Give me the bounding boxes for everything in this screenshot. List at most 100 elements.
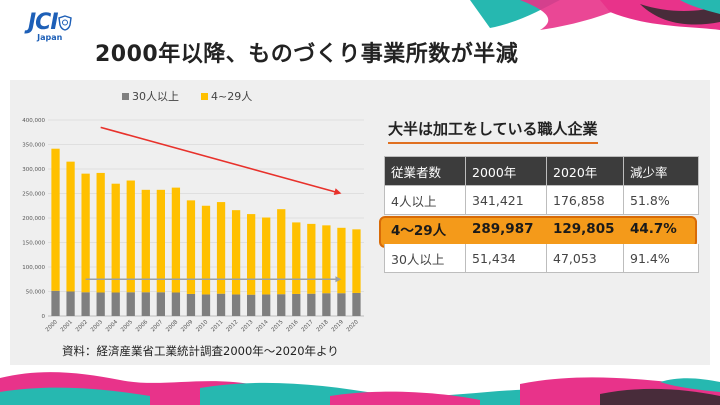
x-tick-label: 2020	[346, 319, 360, 333]
bar-30plus	[337, 293, 346, 316]
bar-4to29	[292, 222, 301, 294]
x-tick-label: 2008	[165, 319, 179, 333]
y-tick-label: 250,000	[22, 192, 45, 198]
page-title: 2000年以降、ものづくり事業所数が半減	[95, 42, 519, 67]
bar-30plus	[126, 292, 135, 316]
bar-4to29	[247, 214, 256, 295]
bar-30plus	[186, 293, 196, 316]
bar-4to29	[81, 173, 90, 293]
y-tick-label: 150,000	[22, 241, 45, 247]
x-tick-label: 2007	[150, 319, 164, 333]
table-cell: 4～29人	[391, 223, 447, 239]
x-tick-label: 2019	[331, 319, 345, 333]
x-tick-label: 2013	[240, 319, 254, 333]
legend-swatch	[122, 93, 129, 100]
x-tick-label: 2017	[301, 319, 315, 333]
bar-4to29	[156, 189, 165, 293]
table-header-row: 従業者数 2000年 2020年 減少率	[384, 156, 699, 186]
bar-4to29	[231, 210, 241, 295]
bar-4to29	[66, 161, 75, 292]
bar-4to29	[96, 172, 105, 293]
bar-30plus	[201, 294, 211, 316]
table-header-cell: 2000年	[465, 156, 547, 186]
bar-30plus	[292, 293, 301, 316]
bar-30plus	[81, 292, 90, 316]
decline-table: 従業者数 2000年 2020年 減少率 4人以上 341,421 176,85…	[384, 156, 699, 273]
x-tick-label: 2003	[90, 319, 104, 333]
x-tick-label: 2016	[286, 319, 300, 333]
x-tick-label: 2000	[45, 319, 59, 333]
bar-4to29	[171, 187, 181, 293]
table-title: 大半は加工をしている職人企業	[388, 118, 598, 144]
bar-4to29	[201, 205, 211, 295]
y-tick-label: 300,000	[22, 167, 45, 173]
jci-emblem-icon	[57, 14, 72, 31]
bar-4to29	[186, 200, 196, 294]
y-tick-label: 200,000	[22, 216, 45, 222]
x-tick-label: 2001	[60, 319, 74, 333]
table-cell: 129,805	[553, 221, 615, 237]
bar-30plus	[96, 292, 105, 316]
x-tick-label: 2012	[225, 319, 239, 333]
x-tick-label: 2006	[135, 319, 149, 333]
bar-30plus	[352, 292, 361, 316]
y-tick-label: 400,000	[22, 118, 45, 124]
x-tick-label: 2010	[195, 319, 209, 333]
bar-30plus	[247, 294, 256, 316]
table-cell: 44.7%	[630, 221, 677, 237]
bar-4to29	[216, 202, 226, 294]
flat-arrow-head	[335, 276, 342, 283]
table-cell: 176,858	[546, 185, 624, 215]
bar-30plus	[171, 292, 181, 316]
trend-arrow-line	[100, 126, 338, 194]
table-cell: 341,421	[465, 185, 547, 215]
bar-4to29	[262, 217, 271, 295]
table-header-cell: 減少率	[623, 156, 699, 186]
y-tick-label: 350,000	[22, 143, 45, 149]
y-tick-label: 50,000	[26, 290, 46, 296]
trend-arrow-head	[333, 188, 342, 196]
bar-30plus	[231, 294, 241, 316]
table-cell: 91.4%	[623, 243, 699, 273]
x-tick-label: 2018	[316, 319, 330, 333]
bar-4to29	[307, 223, 316, 294]
y-tick-label: 0	[42, 314, 46, 320]
table-row-highlighted: 4～29人 289,987 129,805 44.7%	[385, 215, 699, 244]
table-cell: 51,434	[465, 243, 547, 273]
bar-30plus	[141, 292, 150, 316]
x-tick-label: 2014	[255, 319, 269, 333]
table-cell: 289,987	[472, 221, 534, 237]
bar-4to29	[51, 148, 60, 291]
table-header-cell: 従業者数	[384, 156, 466, 186]
table-row: 30人以上 51,434 47,053 91.4%	[384, 243, 699, 273]
x-tick-label: 2009	[180, 319, 194, 333]
table-cell: 30人以上	[384, 243, 466, 273]
bar-30plus	[277, 294, 286, 316]
legend-label: 4~29人	[211, 90, 252, 103]
x-tick-label: 2011	[210, 319, 224, 333]
table-row: 4人以上 341,421 176,858 51.8%	[384, 185, 699, 215]
table-cell: 4人以上	[384, 185, 466, 215]
bar-30plus	[262, 294, 271, 316]
bar-4to29	[111, 183, 120, 293]
x-tick-label: 2002	[75, 319, 89, 333]
logo-text: JCI	[28, 10, 59, 35]
bar-30plus	[307, 293, 316, 316]
bar-30plus	[322, 293, 331, 316]
logo-subtext: Japan	[37, 33, 63, 42]
table-cell: 51.8%	[623, 185, 699, 215]
source-note: 資料：経済産業省工業統計調査2000年～2020年より	[62, 344, 339, 358]
legend-label: 30人以上	[132, 90, 179, 103]
bar-4to29	[277, 209, 286, 295]
bar-30plus	[111, 292, 120, 316]
bar-30plus	[216, 293, 226, 316]
x-tick-label: 2015	[271, 319, 285, 333]
bar-30plus	[66, 291, 75, 316]
bar-30plus	[51, 290, 60, 316]
bar-30plus	[156, 292, 165, 316]
jci-logo: JCI Japan	[28, 10, 72, 42]
bar-4to29	[322, 225, 331, 294]
legend-swatch	[201, 93, 208, 100]
bar-4to29	[141, 189, 150, 293]
stacked-bar-chart: 0 50,000 100,000 150,000 200,000 250,000 300,0…	[22, 90, 364, 333]
